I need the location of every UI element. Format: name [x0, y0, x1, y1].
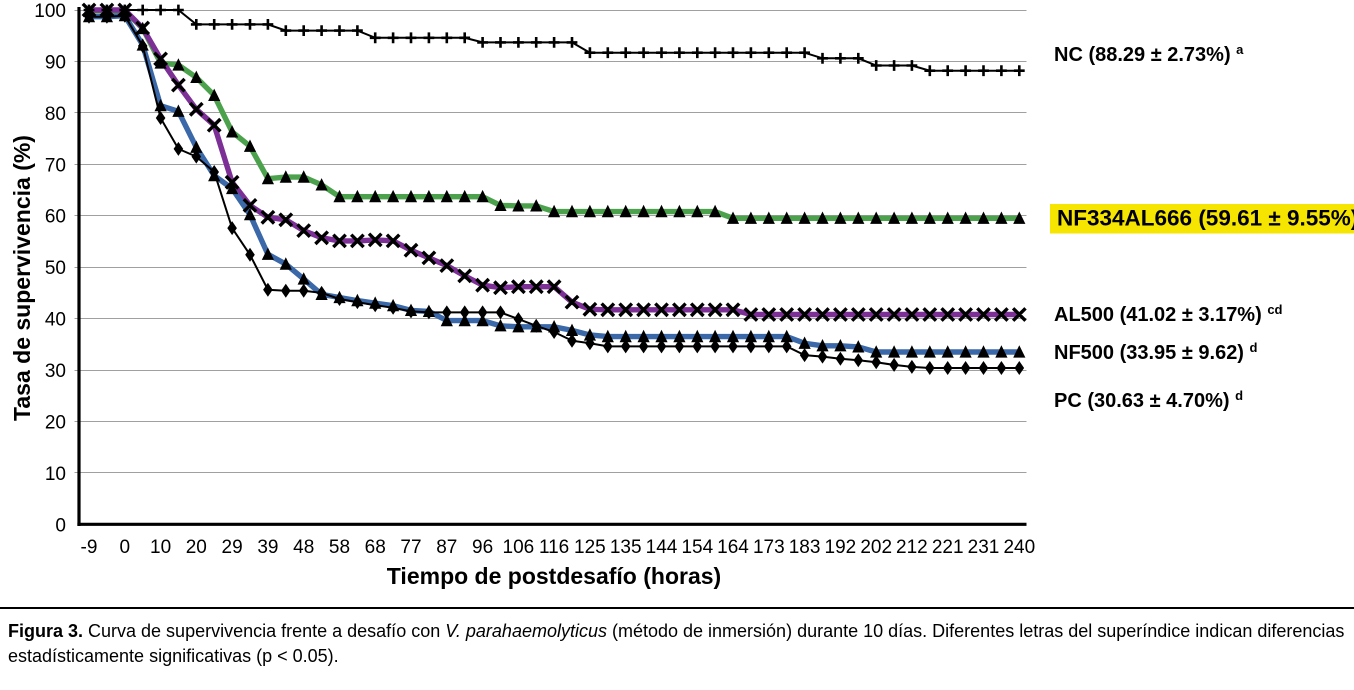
- svg-text:116: 116: [539, 537, 569, 558]
- svg-text:87: 87: [436, 537, 457, 558]
- svg-text:estadísticamente significativa: estadísticamente significativas (p < 0.0…: [8, 646, 339, 666]
- svg-text:202: 202: [860, 537, 892, 558]
- svg-text:164: 164: [717, 537, 749, 558]
- svg-text:NF500 (33.95 ± 9.62) d: NF500 (33.95 ± 9.62) d: [1054, 340, 1258, 364]
- svg-text:50: 50: [45, 258, 66, 279]
- svg-text:NC (88.29 ± 2.73%) a: NC (88.29 ± 2.73%) a: [1054, 42, 1244, 66]
- svg-text:Tiempo de postdesafío (horas): Tiempo de postdesafío (horas): [387, 563, 721, 589]
- svg-text:20: 20: [186, 537, 207, 558]
- svg-text:40: 40: [45, 310, 66, 331]
- svg-text:60: 60: [45, 207, 66, 228]
- svg-text:231: 231: [968, 537, 1000, 558]
- svg-text:212: 212: [896, 537, 928, 558]
- svg-text:80: 80: [45, 104, 66, 125]
- svg-text:-9: -9: [81, 537, 98, 558]
- svg-text:68: 68: [365, 537, 386, 558]
- svg-text:10: 10: [150, 537, 171, 558]
- svg-text:77: 77: [400, 537, 421, 558]
- svg-text:106: 106: [503, 537, 535, 558]
- svg-text:NF334AL666 (59.61 ± 9.55%): NF334AL666 (59.61 ± 9.55%): [1057, 206, 1354, 231]
- svg-text:70: 70: [45, 155, 66, 176]
- svg-text:0: 0: [120, 537, 131, 558]
- svg-text:29: 29: [222, 537, 243, 558]
- svg-text:154: 154: [681, 537, 713, 558]
- svg-text:183: 183: [789, 537, 821, 558]
- svg-text:192: 192: [825, 537, 857, 558]
- svg-text:Figura 3. Curva de supervivenc: Figura 3. Curva de supervivencia frente …: [8, 621, 1344, 641]
- svg-text:10: 10: [45, 464, 66, 485]
- svg-text:30: 30: [45, 361, 66, 382]
- svg-text:PC (30.63 ± 4.70%) d: PC (30.63 ± 4.70%) d: [1054, 388, 1243, 412]
- svg-text:Tasa de supervivencia (%): Tasa de supervivencia (%): [9, 135, 35, 421]
- svg-text:100: 100: [34, 1, 66, 22]
- svg-text:90: 90: [45, 52, 66, 73]
- svg-text:AL500 (41.02 ± 3.17%) cd: AL500 (41.02 ± 3.17%) cd: [1054, 302, 1283, 326]
- svg-text:0: 0: [55, 515, 66, 536]
- svg-text:39: 39: [257, 537, 278, 558]
- svg-text:20: 20: [45, 412, 66, 433]
- svg-text:96: 96: [472, 537, 493, 558]
- svg-text:240: 240: [1003, 537, 1035, 558]
- svg-text:173: 173: [753, 537, 785, 558]
- svg-text:221: 221: [932, 537, 964, 558]
- svg-text:58: 58: [329, 537, 350, 558]
- svg-text:48: 48: [293, 537, 314, 558]
- svg-text:135: 135: [610, 537, 642, 558]
- svg-text:125: 125: [574, 537, 606, 558]
- svg-text:144: 144: [646, 537, 678, 558]
